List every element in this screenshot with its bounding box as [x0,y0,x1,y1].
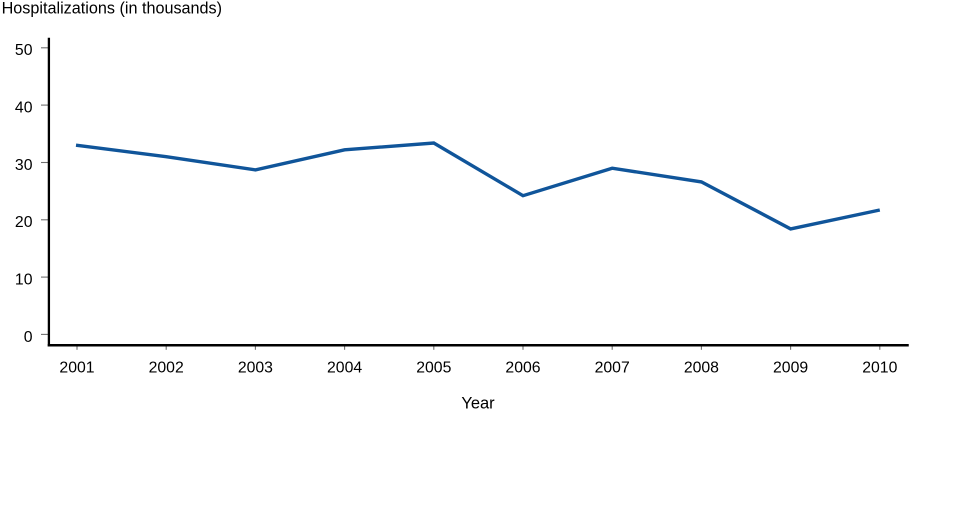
svg-text:2010: 2010 [862,360,897,377]
svg-text:0: 0 [24,329,33,346]
svg-text:2005: 2005 [416,360,451,377]
svg-text:20: 20 [15,214,33,231]
svg-text:2002: 2002 [149,360,184,377]
svg-text:2009: 2009 [773,360,808,377]
svg-text:50: 50 [15,42,33,59]
svg-text:2004: 2004 [327,360,362,377]
svg-text:2008: 2008 [684,360,719,377]
svg-text:2003: 2003 [238,360,273,377]
svg-text:2006: 2006 [505,360,540,377]
svg-text:Year: Year [461,394,495,412]
svg-text:Hospitalizations (in thousands: Hospitalizations (in thousands) [2,0,222,18]
svg-text:30: 30 [15,157,33,174]
svg-text:10: 10 [15,272,33,289]
svg-text:2007: 2007 [595,360,630,377]
svg-text:2001: 2001 [59,360,94,377]
svg-text:40: 40 [15,100,33,117]
